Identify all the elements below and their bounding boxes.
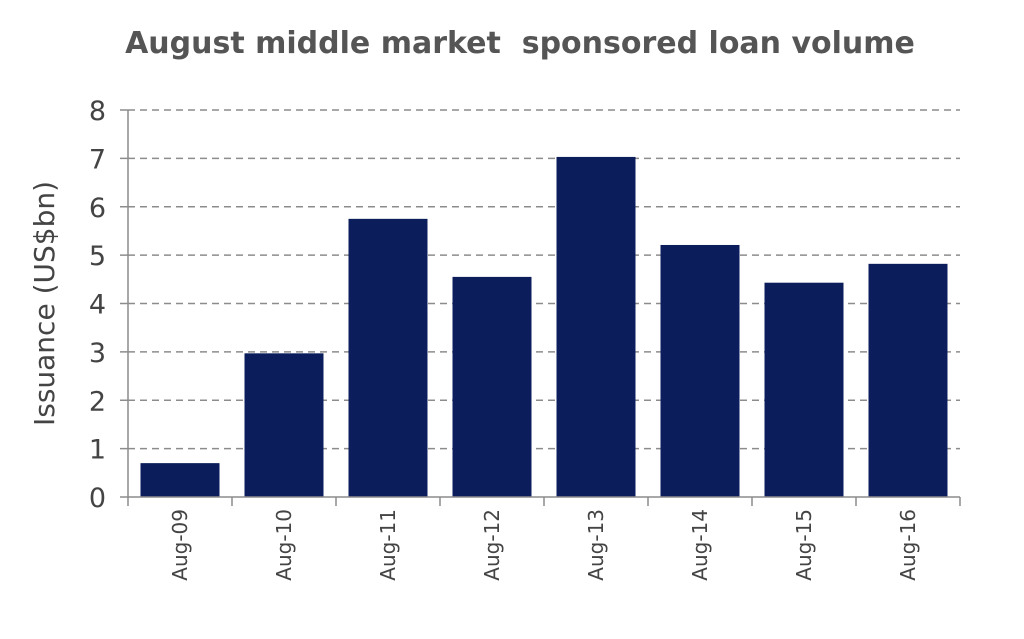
y-tick-label-7: 7 <box>89 144 106 175</box>
bar-Aug-14 <box>660 244 740 497</box>
bar-Aug-13 <box>556 156 636 497</box>
y-tick-label-1: 1 <box>89 435 106 466</box>
bar-Aug-10 <box>244 353 324 497</box>
y-tick-label-0: 0 <box>89 483 106 514</box>
y-tick-label-3: 3 <box>89 338 106 369</box>
x-tick-label-Aug-14: Aug-14 <box>688 509 712 581</box>
bar-Aug-11 <box>348 218 428 497</box>
x-tick-label-Aug-11: Aug-11 <box>376 509 400 581</box>
y-tick-label-2: 2 <box>89 386 106 417</box>
bar-Aug-16 <box>868 263 948 497</box>
chart-title: August middle market sponsored loan volu… <box>125 26 915 61</box>
label-layer: 0 1 2 3 4 5 6 7 8 Aug-09 Aug-10 Aug-11 Aug-12 Aug-13 A… <box>28 96 920 581</box>
y-tick-label-4: 4 <box>89 290 106 321</box>
bar-Aug-15 <box>764 282 844 497</box>
bar-layer <box>140 156 948 497</box>
axis-layer <box>120 109 961 506</box>
bar-Aug-09 <box>140 463 220 497</box>
y-tick-label-5: 5 <box>89 241 106 272</box>
x-tick-label-Aug-10: Aug-10 <box>272 509 296 581</box>
x-tick-label-Aug-16: Aug-16 <box>896 509 920 581</box>
bar-Aug-12 <box>452 276 532 497</box>
x-tick-label-Aug-15: Aug-15 <box>792 509 816 581</box>
x-tick-label-Aug-12: Aug-12 <box>480 509 504 581</box>
y-tick-label-6: 6 <box>89 193 106 224</box>
x-tick-label-Aug-13: Aug-13 <box>584 509 608 581</box>
y-tick-label-8: 8 <box>89 96 106 127</box>
x-tick-label-Aug-09: Aug-09 <box>168 509 192 581</box>
y-axis-label: Issuance (US$bn) <box>28 181 61 426</box>
